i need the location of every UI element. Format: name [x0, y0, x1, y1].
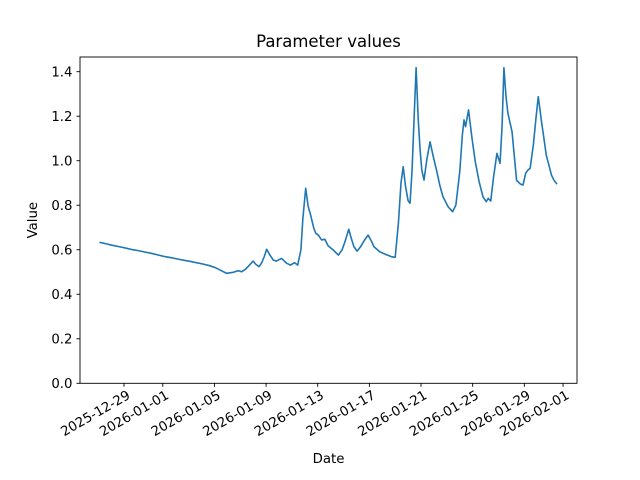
- x-axis-label: Date: [313, 452, 345, 467]
- y-tick-label: 0.0: [51, 377, 72, 392]
- y-tick-label: 1.4: [51, 65, 72, 80]
- data-line: [99, 66, 558, 275]
- y-tick-label: 1.0: [51, 154, 72, 169]
- y-tick-label: 0.8: [51, 199, 72, 214]
- axes-spines: [79, 56, 578, 384]
- y-tick-label: 0.2: [51, 332, 72, 347]
- y-tick-label: 1.2: [51, 110, 72, 125]
- y-tick-label: 0.6: [51, 243, 72, 258]
- y-tick-label: 0.4: [51, 288, 72, 303]
- y-axis-label: Value: [26, 202, 41, 239]
- chart-title: Parameter values: [256, 32, 401, 51]
